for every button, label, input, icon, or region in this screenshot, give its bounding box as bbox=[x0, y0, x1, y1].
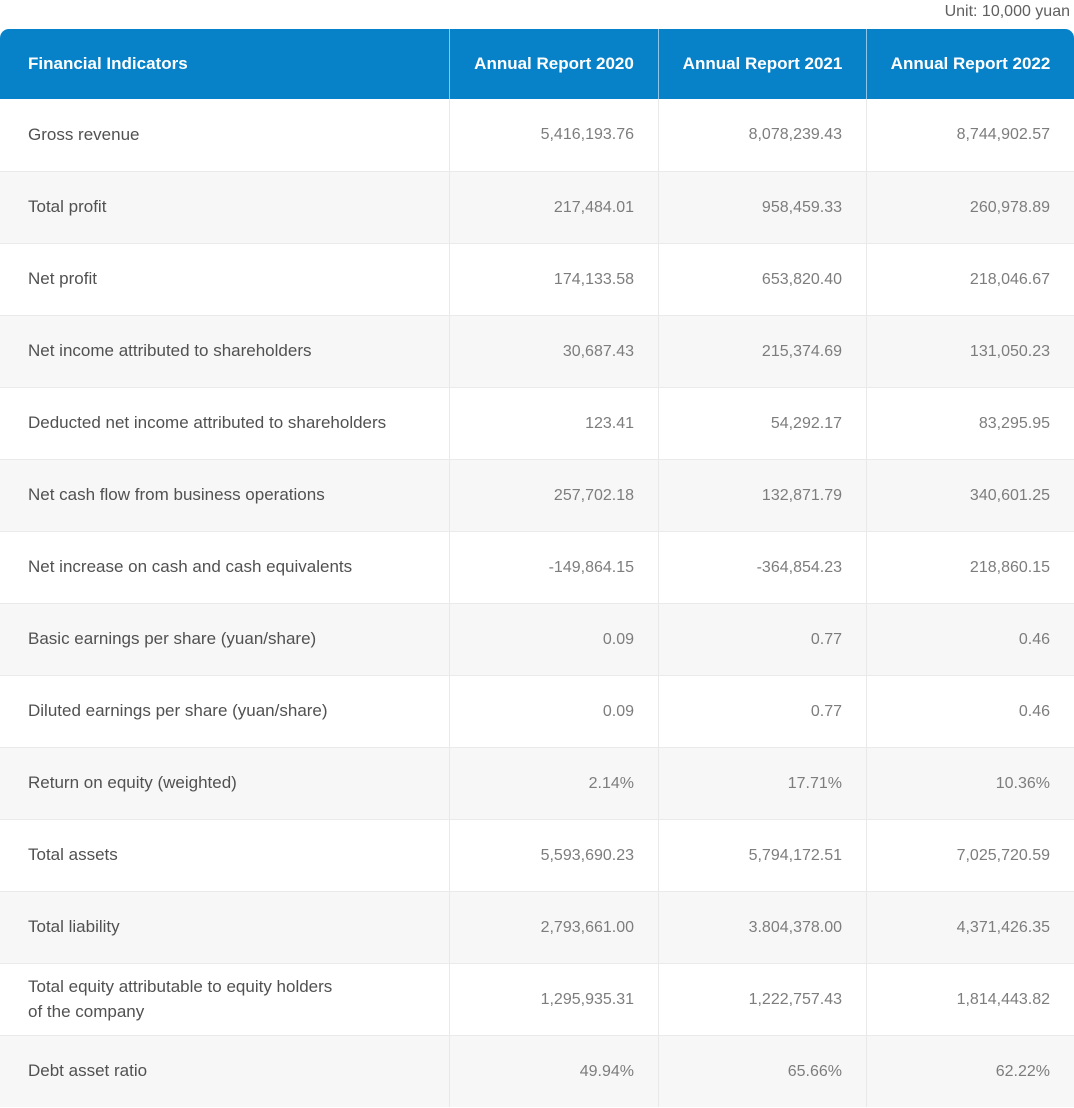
indicator-label: Total liability bbox=[28, 917, 120, 937]
value-2022: 10.36% bbox=[866, 748, 1074, 819]
table-row-total-equity: Total equity attributable to equity hold… bbox=[0, 963, 1074, 1035]
value-2021: 0.77 bbox=[658, 676, 866, 747]
indicator-label: Total assets bbox=[28, 845, 118, 865]
column-header-annual-report-2021: Annual Report 2021 bbox=[658, 29, 866, 99]
indicator-label: Return on equity (weighted) bbox=[28, 773, 237, 793]
table-row-debt-asset-ratio: Debt asset ratio 49.94% 65.66% 62.22% bbox=[0, 1035, 1074, 1107]
indicator-label: Net income attributed to shareholders bbox=[28, 341, 312, 361]
table-row-basic-eps: Basic earnings per share (yuan/share) 0.… bbox=[0, 603, 1074, 675]
indicator-label: Gross revenue bbox=[28, 124, 140, 144]
value-2020: 1,295,935.31 bbox=[449, 964, 658, 1035]
value-2021: 65.66% bbox=[658, 1036, 866, 1107]
unit-note: Unit: 10,000 yuan bbox=[944, 3, 1070, 20]
value-2021: -364,854.23 bbox=[658, 532, 866, 603]
value-2020: 30,687.43 bbox=[449, 316, 658, 387]
table-row-net-cash-flow: Net cash flow from business operations 2… bbox=[0, 459, 1074, 531]
indicator-label: Diluted earnings per share (yuan/share) bbox=[28, 701, 328, 721]
value-2021: 1,222,757.43 bbox=[658, 964, 866, 1035]
value-2020: 0.09 bbox=[449, 604, 658, 675]
value-2021: 132,871.79 bbox=[658, 460, 866, 531]
financial-indicators-table: Financial Indicators Annual Report 2020 … bbox=[0, 29, 1074, 1107]
table-row-total-profit: Total profit 217,484.01 958,459.33 260,9… bbox=[0, 171, 1074, 243]
table-row-return-on-equity: Return on equity (weighted) 2.14% 17.71%… bbox=[0, 747, 1074, 819]
indicator-label: Net profit bbox=[28, 269, 97, 289]
value-2020: 5,416,193.76 bbox=[449, 99, 658, 171]
value-2020: 5,593,690.23 bbox=[449, 820, 658, 891]
value-2020: 217,484.01 bbox=[449, 172, 658, 243]
value-2022: 0.46 bbox=[866, 676, 1074, 747]
value-2022: 7,025,720.59 bbox=[866, 820, 1074, 891]
column-header-financial-indicators: Financial Indicators bbox=[28, 54, 188, 73]
table-body: Gross revenue 5,416,193.76 8,078,239.43 … bbox=[0, 99, 1074, 1107]
table-row-net-increase-cash: Net increase on cash and cash equivalent… bbox=[0, 531, 1074, 603]
value-2022: 1,814,443.82 bbox=[866, 964, 1074, 1035]
value-2021: 17.71% bbox=[658, 748, 866, 819]
value-2021: 0.77 bbox=[658, 604, 866, 675]
value-2022: 260,978.89 bbox=[866, 172, 1074, 243]
value-2021: 653,820.40 bbox=[658, 244, 866, 315]
table-row-gross-revenue: Gross revenue 5,416,193.76 8,078,239.43 … bbox=[0, 99, 1074, 171]
indicator-label: Total profit bbox=[28, 197, 107, 217]
column-header-annual-report-2020: Annual Report 2020 bbox=[449, 29, 658, 99]
value-2020: 123.41 bbox=[449, 388, 658, 459]
column-header-annual-report-2022: Annual Report 2022 bbox=[866, 29, 1074, 99]
table-header-row: Financial Indicators Annual Report 2020 … bbox=[0, 29, 1074, 99]
value-2021: 5,794,172.51 bbox=[658, 820, 866, 891]
indicator-label: Net cash flow from business operations bbox=[28, 485, 325, 505]
value-2020: 49.94% bbox=[449, 1036, 658, 1107]
value-2021: 215,374.69 bbox=[658, 316, 866, 387]
value-2021: 8,078,239.43 bbox=[658, 99, 866, 171]
value-2022: 62.22% bbox=[866, 1036, 1074, 1107]
value-2022: 131,050.23 bbox=[866, 316, 1074, 387]
value-2022: 83,295.95 bbox=[866, 388, 1074, 459]
indicator-label: Basic earnings per share (yuan/share) bbox=[28, 629, 317, 649]
value-2020: 2.14% bbox=[449, 748, 658, 819]
indicator-label: Total equity attributable to equity hold… bbox=[28, 976, 333, 1021]
value-2020: 0.09 bbox=[449, 676, 658, 747]
value-2021: 3.804,378.00 bbox=[658, 892, 866, 963]
table-row-deducted-net-income: Deducted net income attributed to shareh… bbox=[0, 387, 1074, 459]
value-2020: -149,864.15 bbox=[449, 532, 658, 603]
value-2022: 8,744,902.57 bbox=[866, 99, 1074, 171]
table-row-net-income-shareholders: Net income attributed to shareholders 30… bbox=[0, 315, 1074, 387]
table-row-net-profit: Net profit 174,133.58 653,820.40 218,046… bbox=[0, 243, 1074, 315]
value-2022: 4,371,426.35 bbox=[866, 892, 1074, 963]
indicator-label: Deducted net income attributed to shareh… bbox=[28, 413, 387, 433]
value-2022: 340,601.25 bbox=[866, 460, 1074, 531]
indicator-label: Net increase on cash and cash equivalent… bbox=[28, 557, 353, 577]
indicator-label: Debt asset ratio bbox=[28, 1061, 148, 1081]
value-2022: 218,046.67 bbox=[866, 244, 1074, 315]
table-row-total-assets: Total assets 5,593,690.23 5,794,172.51 7… bbox=[0, 819, 1074, 891]
table-row-total-liability: Total liability 2,793,661.00 3.804,378.0… bbox=[0, 891, 1074, 963]
value-2020: 174,133.58 bbox=[449, 244, 658, 315]
value-2020: 2,793,661.00 bbox=[449, 892, 658, 963]
value-2021: 958,459.33 bbox=[658, 172, 866, 243]
value-2020: 257,702.18 bbox=[449, 460, 658, 531]
value-2022: 218,860.15 bbox=[866, 532, 1074, 603]
value-2021: 54,292.17 bbox=[658, 388, 866, 459]
table-row-diluted-eps: Diluted earnings per share (yuan/share) … bbox=[0, 675, 1074, 747]
value-2022: 0.46 bbox=[866, 604, 1074, 675]
